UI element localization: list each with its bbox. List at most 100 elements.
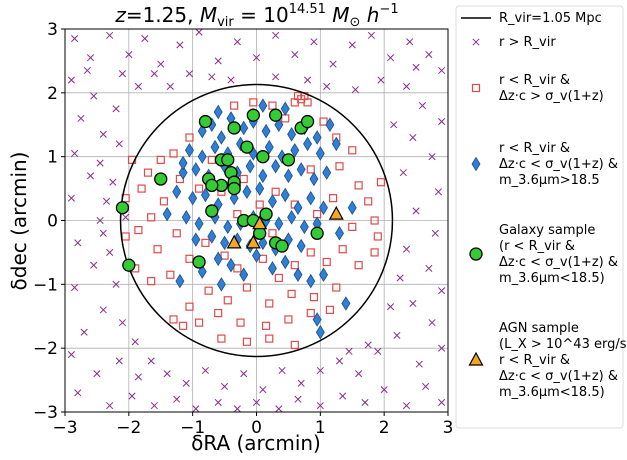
legend-galaxy-label: Δz·c < σ_v(1+z) & [499,255,618,270]
diamond-point [258,98,268,113]
outside-point [115,357,123,365]
outside-point [106,248,114,256]
square-point [335,162,344,171]
outside-point [221,382,229,391]
square-point [354,181,363,190]
x-axis-label: δRA (arcmin) [191,431,321,455]
y-tick-label: −3 [33,403,58,423]
square-point [156,155,165,164]
outside-point [438,66,446,75]
y-tick-label: 2 [47,84,58,104]
y-tick-label: 0 [47,212,58,232]
outside-point [415,360,423,368]
outside-point [412,63,420,71]
diamond-point [306,273,316,289]
square-point [287,289,296,299]
diamond-point [309,171,319,187]
outside-point [195,28,203,36]
diamond-point [280,187,290,203]
galaxy-point [205,178,219,193]
legend-diamond-label: m_3.6μm>18.5 [499,173,600,188]
square-point [185,302,194,311]
diamond-point [178,165,188,180]
square-point [137,184,146,193]
diamond-point [274,216,284,231]
outside-point [86,172,95,180]
outside-point [272,73,280,81]
square-point [233,264,242,273]
outside-point [428,153,436,161]
outside-point [393,331,401,339]
square-point [204,286,213,295]
outside-point [316,366,324,375]
outside-point [131,338,139,346]
outside-point [240,370,248,378]
diamond-point [303,136,313,152]
diamond-point [226,257,236,273]
square-point [309,293,319,302]
square-point [239,174,248,184]
outside-point [272,31,280,39]
legend-diamond-swatch [471,156,481,172]
square-point [290,98,299,107]
outside-point [438,344,446,352]
outside-point [128,392,136,400]
agn-point [328,205,344,220]
outside-point [86,54,95,62]
outside-point [323,82,331,91]
virial-radius-circle [119,83,394,358]
square-point [236,318,245,327]
diamond-point [216,130,226,145]
diamond-point [210,139,220,155]
diamond-point [213,251,223,267]
outside-point [399,169,407,177]
outside-point [71,35,79,43]
square-point [220,251,229,260]
outside-point [304,76,312,84]
outside-point [80,328,88,336]
square-point [201,238,210,247]
outside-point [71,283,79,292]
legend-galaxy-label: (r < R_vir & [499,239,575,254]
outside-point [118,319,127,327]
diamond-point [290,143,300,158]
outside-point [201,366,209,375]
square-point [178,321,188,330]
galaxy-point [205,204,219,218]
outside-point [348,41,356,49]
square-point [230,101,239,110]
outside-point [115,140,123,148]
outside-point [434,188,442,196]
outside-point [422,382,430,391]
outside-point [192,405,200,413]
outside-point [380,386,388,394]
galaxy-point [246,108,260,122]
square-point [143,168,153,177]
diamond-point [191,162,201,177]
outside-point [310,38,318,46]
outside-point [425,264,433,272]
square-point [185,133,194,142]
square-point [159,197,169,206]
diamond-point [261,123,271,139]
outside-point [106,31,114,39]
diamond-point [287,127,297,142]
outside-point [173,395,181,403]
square-point [249,98,258,107]
diamond-point [347,200,357,215]
legend-agn-label: (L_X > 10^43 erg/s & [499,337,627,352]
square-point [134,225,143,235]
diamond-point [185,143,194,158]
diamond-point [162,206,172,222]
galaxy-point [300,114,315,129]
diamond-point [306,190,316,206]
galaxy-point [227,181,241,196]
square-point [172,229,181,238]
x-tick-label: 3 [443,418,454,438]
diamond-point [181,210,191,225]
square-point [303,98,312,107]
square-point [329,194,338,203]
diamond-point [255,181,265,196]
galaxy-point [192,255,206,269]
square-point [284,315,293,324]
